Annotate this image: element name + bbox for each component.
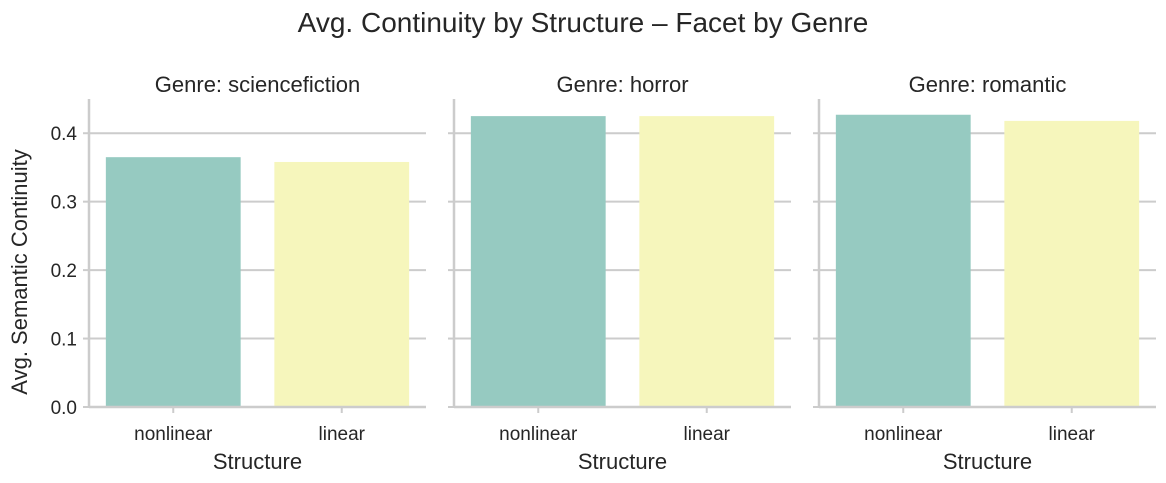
x-tick-label: linear [1049, 424, 1096, 445]
bar-linear [1004, 120, 1140, 407]
x-tick-label: nonlinear [499, 424, 578, 445]
facet-panel: Genre: horror nonlinear linear Structure [448, 72, 791, 474]
y-tick-label: 0.4 [51, 124, 78, 145]
facets: Genre: sciencefiction 0.0 0.1 0.2 0.3 0.4 nonl… [51, 72, 1156, 474]
x-tick-label: nonlinear [864, 424, 943, 445]
bar-nonlinear [470, 116, 606, 407]
bar-nonlinear [105, 157, 241, 407]
y-tick-label: 0.0 [51, 398, 77, 419]
facet-title: Genre: sciencefiction [155, 72, 360, 97]
x-axis-label: Structure [943, 449, 1032, 474]
chart-title: Avg. Continuity by Structure – Facet by … [298, 7, 869, 38]
x-axis-label: Structure [213, 449, 302, 474]
y-tick-label: 0.1 [51, 330, 77, 351]
y-tick-label: 0.2 [51, 261, 77, 282]
facet-title: Genre: horror [556, 72, 688, 97]
x-tick-label: linear [684, 424, 731, 445]
facet-title: Genre: romantic [909, 72, 1067, 97]
y-axis-label: Avg. Semantic Continuity [7, 149, 32, 394]
bar-nonlinear [835, 114, 971, 408]
facet-panel: Genre: sciencefiction 0.0 0.1 0.2 0.3 0.4 nonl… [51, 72, 426, 474]
x-tick-label: linear [319, 424, 366, 445]
facet-panel: Genre: romantic nonlinear linear Structure [813, 72, 1156, 474]
y-tick-label: 0.3 [51, 193, 77, 214]
bar-linear [639, 116, 775, 407]
x-tick-label: nonlinear [134, 424, 213, 445]
x-axis-label: Structure [578, 449, 667, 474]
bar-linear [274, 161, 410, 407]
